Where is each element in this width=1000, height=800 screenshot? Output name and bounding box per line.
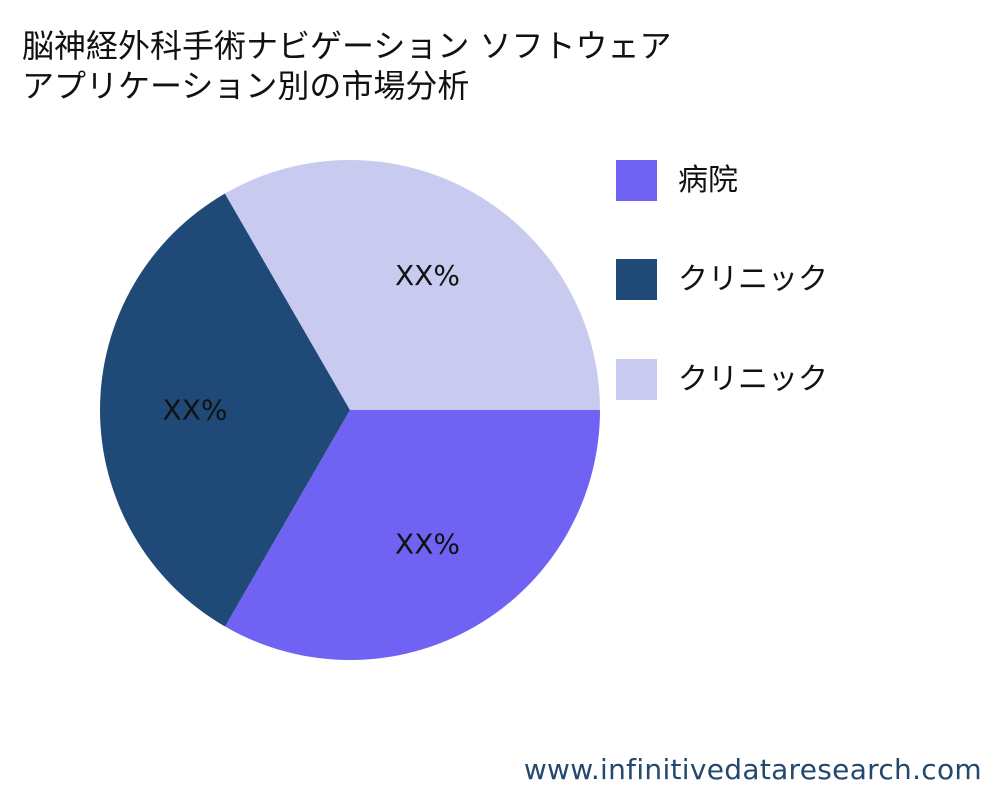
pie-slice-0 bbox=[225, 410, 600, 661]
legend-swatch bbox=[616, 359, 657, 400]
pie-slice-label-1: XX% bbox=[163, 394, 228, 427]
legend-item-clinic-2: クリニック bbox=[616, 359, 876, 401]
watermark-url: www.infinitivedataresearch.com bbox=[523, 753, 982, 786]
chart-title-line-1: 脳神経外科手術ナビゲーション ソフトウェア bbox=[22, 27, 672, 65]
legend-swatch bbox=[616, 259, 657, 300]
pie-slice-2 bbox=[224, 159, 601, 410]
chart-title: 脳神経外科手術ナビゲーション ソフトウェア アプリケーション別の市場分析 bbox=[22, 26, 822, 106]
legend-label: クリニック bbox=[678, 362, 828, 397]
legend-label: 病院 bbox=[678, 163, 738, 198]
pie-slice-label-2: XX% bbox=[395, 259, 460, 292]
legend-item-hospital: 病院 bbox=[616, 160, 876, 202]
chart-title-line-2: アプリケーション別の市場分析 bbox=[22, 67, 470, 105]
legend-label: クリニック bbox=[678, 262, 828, 297]
legend-item-clinic: クリニック bbox=[616, 259, 876, 301]
pie-slice-label-0: XX% bbox=[395, 528, 460, 561]
pie-slice-1 bbox=[99, 193, 350, 627]
legend-swatch bbox=[616, 160, 657, 201]
